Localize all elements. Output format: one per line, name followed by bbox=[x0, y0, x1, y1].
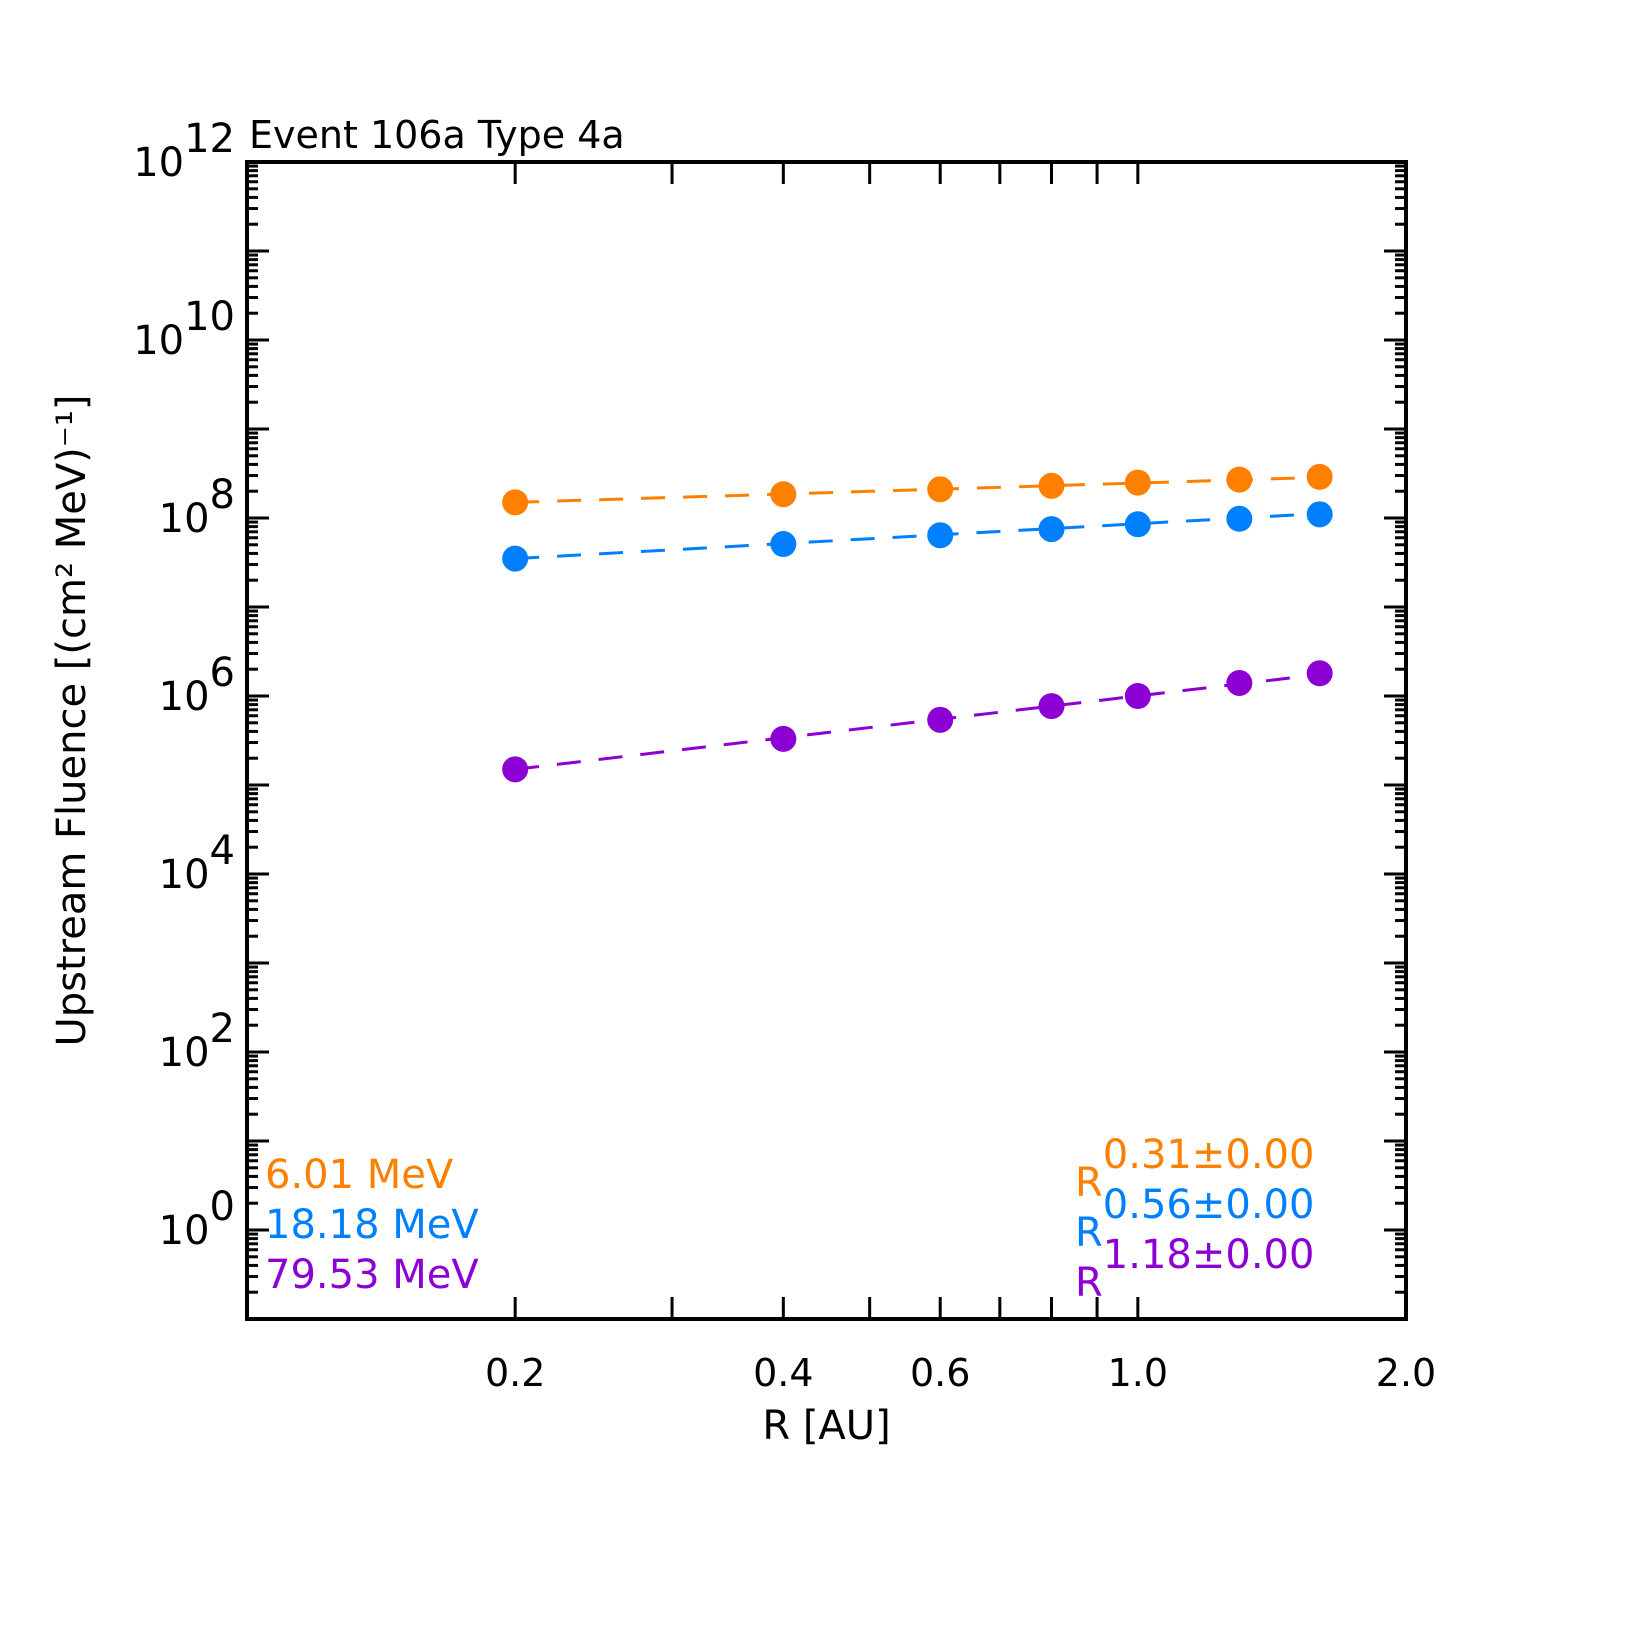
fit-legend-entry: R0.31±0.00 bbox=[1075, 1132, 1314, 1206]
x-tick-label: 0.6 bbox=[910, 1351, 970, 1395]
data-point bbox=[1038, 693, 1065, 720]
series-points bbox=[502, 463, 1333, 783]
fit-line bbox=[514, 672, 1320, 771]
data-point bbox=[927, 476, 954, 503]
y-tick-label: 104 bbox=[159, 828, 235, 898]
data-point bbox=[770, 725, 797, 752]
data-point bbox=[1226, 466, 1253, 493]
fit-legend-entry: R1.18±0.00 bbox=[1075, 1232, 1314, 1306]
data-point bbox=[502, 756, 529, 783]
legend-entry: 18.18 MeV bbox=[265, 1202, 479, 1248]
y-tick-labels: 100 102 104 106 108 1010 1012 bbox=[133, 116, 235, 1254]
fit-legend-entry: R0.56±0.00 bbox=[1075, 1182, 1314, 1256]
x-axis-label: R [AU] bbox=[762, 1403, 890, 1449]
data-point bbox=[1306, 501, 1333, 528]
data-point bbox=[927, 706, 954, 733]
data-point bbox=[1306, 463, 1333, 490]
fit-line bbox=[515, 512, 1320, 561]
data-point bbox=[1226, 505, 1253, 532]
data-point bbox=[770, 481, 797, 508]
x-tick-labels: 0.2 0.4 0.6 1.0 2.0 bbox=[485, 1351, 1436, 1395]
y-tick-label: 100 bbox=[159, 1184, 235, 1254]
series-lines bbox=[514, 475, 1320, 771]
y-tick-label: 102 bbox=[159, 1006, 235, 1076]
fit-line bbox=[515, 475, 1320, 504]
data-point bbox=[1124, 683, 1151, 709]
data-point bbox=[1124, 511, 1151, 538]
chart-title: Event 106a Type 4a bbox=[249, 113, 625, 157]
legend-entry: 79.53 MeV bbox=[265, 1252, 479, 1298]
data-point bbox=[1038, 472, 1065, 499]
plot-frame bbox=[245, 160, 1408, 1321]
legend-entry: 6.01 MeV bbox=[265, 1152, 454, 1198]
y-tick-label: 108 bbox=[159, 472, 235, 542]
y-tick-label: 1010 bbox=[133, 294, 235, 364]
data-point bbox=[502, 489, 529, 516]
data-point bbox=[1038, 516, 1065, 543]
x-tick-label: 0.4 bbox=[753, 1351, 813, 1395]
data-point bbox=[927, 522, 954, 549]
x-tick-label: 2.0 bbox=[1376, 1351, 1436, 1395]
data-point bbox=[770, 531, 797, 558]
data-point bbox=[1226, 669, 1253, 696]
x-tick-label: 1.0 bbox=[1108, 1351, 1168, 1395]
y-axis-label: Upstream Fluence [(cm² MeV)⁻¹] bbox=[49, 394, 95, 1046]
data-point bbox=[502, 545, 529, 572]
y-tick-label: 1012 bbox=[133, 116, 235, 186]
data-point bbox=[1306, 660, 1333, 687]
data-point bbox=[1124, 469, 1151, 496]
y-tick-label: 106 bbox=[159, 650, 235, 720]
x-tick-label: 0.2 bbox=[485, 1351, 545, 1395]
